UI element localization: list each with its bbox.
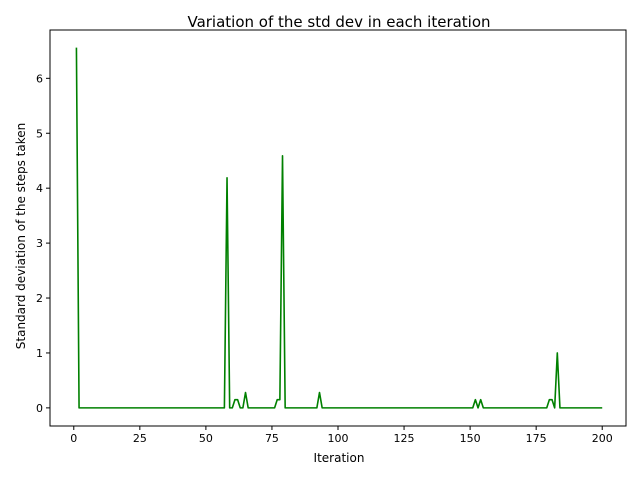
y-tick-label: 2 [36, 292, 43, 305]
x-tick-label: 200 [592, 432, 613, 445]
y-axis-label: Standard deviation of the steps taken [14, 123, 28, 349]
y-tick-label: 6 [36, 72, 43, 85]
x-tick-label: 0 [70, 432, 77, 445]
series-line [75, 47, 603, 409]
x-tick-label: 75 [265, 432, 279, 445]
y-tick-label: 0 [36, 402, 43, 415]
x-tick-label: 100 [328, 432, 349, 445]
y-tick-label: 4 [36, 182, 43, 195]
y-tick-label: 5 [36, 127, 43, 140]
y-tick-label: 3 [36, 237, 43, 250]
plot-frame [49, 29, 627, 427]
x-tick-label: 125 [394, 432, 415, 445]
y-tick-label: 1 [36, 347, 43, 360]
x-tick-label: 150 [460, 432, 481, 445]
x-tick-label: 50 [199, 432, 213, 445]
x-axis: 0 25 50 75 100 125 150 175 200 [70, 426, 613, 445]
x-tick-label: 175 [526, 432, 547, 445]
y-axis: 0 1 2 3 4 5 6 [36, 72, 50, 415]
x-axis-label: Iteration [314, 451, 365, 465]
chart-title: Variation of the std dev in each iterati… [187, 13, 490, 31]
x-tick-label: 25 [133, 432, 147, 445]
